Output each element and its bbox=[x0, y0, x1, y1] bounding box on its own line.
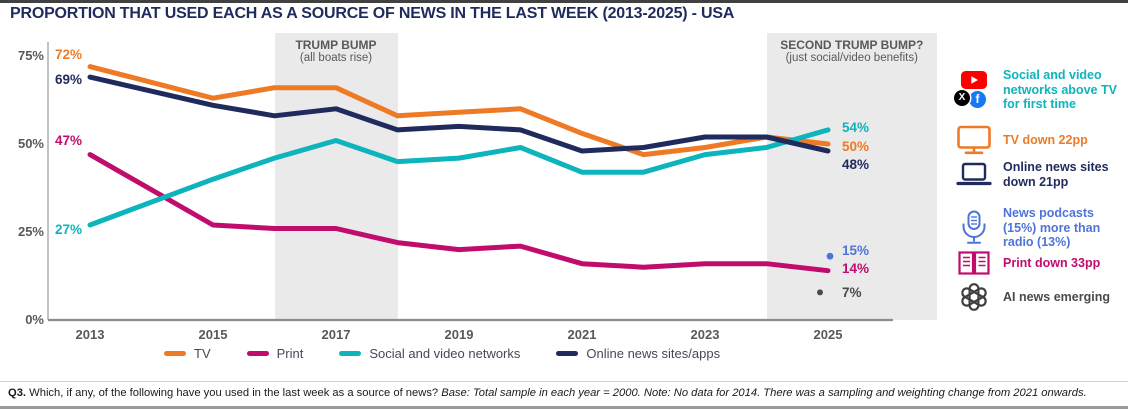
legend-item-online: Online news sites/apps bbox=[556, 346, 720, 361]
legend-item-social: Social and video networks bbox=[339, 346, 520, 361]
news-sources-line-chart: TRUMP BUMP (all boats rise) SECOND TRUMP… bbox=[0, 30, 950, 375]
takeaway-podcasts: News podcasts (15%) more than radio (13%… bbox=[952, 206, 1128, 250]
value-label-start: 27% bbox=[54, 221, 82, 237]
x-twitter-icon: X bbox=[954, 89, 970, 106]
second-trump-bump-band: SECOND TRUMP BUMP? (just social/video be… bbox=[766, 33, 937, 320]
y-axis-tick: 0% bbox=[25, 312, 44, 327]
takeaway-print: Print down 33pp bbox=[952, 250, 1128, 276]
laptop-icon bbox=[952, 162, 996, 187]
trump-bump-band: TRUMP BUMP (all boats rise) bbox=[274, 33, 398, 320]
y-axis-tick: 25% bbox=[17, 224, 44, 239]
chart-legend: TV Print Social and video networks Onlin… bbox=[164, 346, 720, 361]
x-axis-tick: 2017 bbox=[321, 327, 351, 342]
x-axis-tick: 2025 bbox=[813, 327, 843, 342]
facebook-icon: f bbox=[969, 90, 986, 108]
takeaway-text: Online news sites down 21pp bbox=[1003, 160, 1109, 189]
tv-swatch bbox=[164, 351, 186, 356]
question-number: Q3. bbox=[8, 387, 27, 399]
takeaway-online: Online news sites down 21pp bbox=[952, 160, 1128, 189]
value-label-start: 47% bbox=[54, 132, 82, 148]
legend-item-tv: TV bbox=[164, 346, 211, 361]
value-label-start: 72% bbox=[54, 46, 82, 62]
line-print bbox=[87, 152, 831, 274]
legend-item-print: Print bbox=[246, 346, 304, 361]
plot-canvas bbox=[47, 42, 893, 322]
youtube-icon bbox=[961, 70, 987, 89]
value-label-end: 48% bbox=[842, 157, 870, 173]
legend-label: Print bbox=[276, 346, 304, 361]
openai-icon bbox=[952, 282, 996, 312]
value-label-end: 14% bbox=[842, 260, 870, 276]
social-platform-icons: X f bbox=[952, 70, 996, 109]
footnote: Q3. Which, if any, of the following have… bbox=[8, 387, 1126, 399]
annotation-subtitle: (just social/video benefits) bbox=[785, 52, 918, 64]
question-text: Which, if any, of the following have you… bbox=[29, 387, 439, 399]
x-axis-tick: 2015 bbox=[198, 327, 228, 342]
series-lines bbox=[87, 64, 831, 274]
y-axis-tick: 75% bbox=[17, 48, 44, 63]
page-title: PROPORTION THAT USED EACH AS A SOURCE OF… bbox=[10, 5, 735, 22]
key-takeaways-sidebar: X f Social and video networks above TV f… bbox=[952, 30, 1128, 360]
bottom-border bbox=[0, 406, 1128, 409]
takeaway-ai: AI news emerging bbox=[952, 282, 1128, 312]
takeaway-text: Print down 33pp bbox=[1003, 255, 1101, 270]
value-label-end: 54% bbox=[842, 119, 870, 135]
annotation-title: SECOND TRUMP BUMP? bbox=[780, 38, 924, 52]
line-tv bbox=[87, 64, 831, 158]
microphone-icon bbox=[952, 210, 996, 245]
print-swatch bbox=[246, 351, 269, 356]
top-border bbox=[0, 0, 1128, 3]
x-axis-tick: 2023 bbox=[690, 327, 720, 342]
line-social bbox=[87, 127, 831, 228]
annotation-subtitle: (all boats rise) bbox=[299, 52, 373, 64]
legend-label: Social and video networks bbox=[369, 346, 521, 361]
y-axis-tick: 50% bbox=[17, 136, 44, 151]
value-label-end: 50% bbox=[842, 139, 870, 154]
takeaway-text: Social and video networks above TV for f… bbox=[1003, 68, 1117, 111]
takeaway-text: AI news emerging bbox=[1003, 289, 1110, 304]
takeaway-social: X f Social and video networks above TV f… bbox=[952, 68, 1128, 112]
newspaper-icon bbox=[952, 250, 996, 276]
online-swatch bbox=[556, 351, 579, 356]
annotation-title: TRUMP BUMP bbox=[295, 38, 377, 52]
x-axis-tick: 2019 bbox=[444, 327, 474, 342]
legend-label: TV bbox=[194, 346, 211, 361]
base-note: Base: Total sample in each year = 2000. … bbox=[441, 387, 1087, 399]
marker-ai bbox=[817, 289, 823, 296]
takeaway-text: News podcasts (15%) more than radio (13%… bbox=[1003, 206, 1101, 249]
takeaway-tv: TV down 22pp bbox=[952, 125, 1128, 155]
point-markers bbox=[817, 252, 834, 296]
value-label-start: 69% bbox=[54, 72, 82, 88]
value-label-end: 7% bbox=[842, 285, 862, 301]
social-swatch bbox=[339, 351, 362, 356]
takeaway-text: TV down 22pp bbox=[1003, 132, 1088, 147]
legend-label: Online news sites/apps bbox=[586, 346, 721, 361]
tv-icon bbox=[952, 125, 996, 155]
marker-podcasts bbox=[826, 252, 834, 260]
footer-divider bbox=[0, 381, 1128, 382]
x-axis-tick: 2021 bbox=[567, 327, 597, 342]
line-online bbox=[87, 74, 831, 154]
value-label-end: 15% bbox=[842, 243, 870, 259]
x-axis-tick: 2013 bbox=[75, 327, 105, 342]
